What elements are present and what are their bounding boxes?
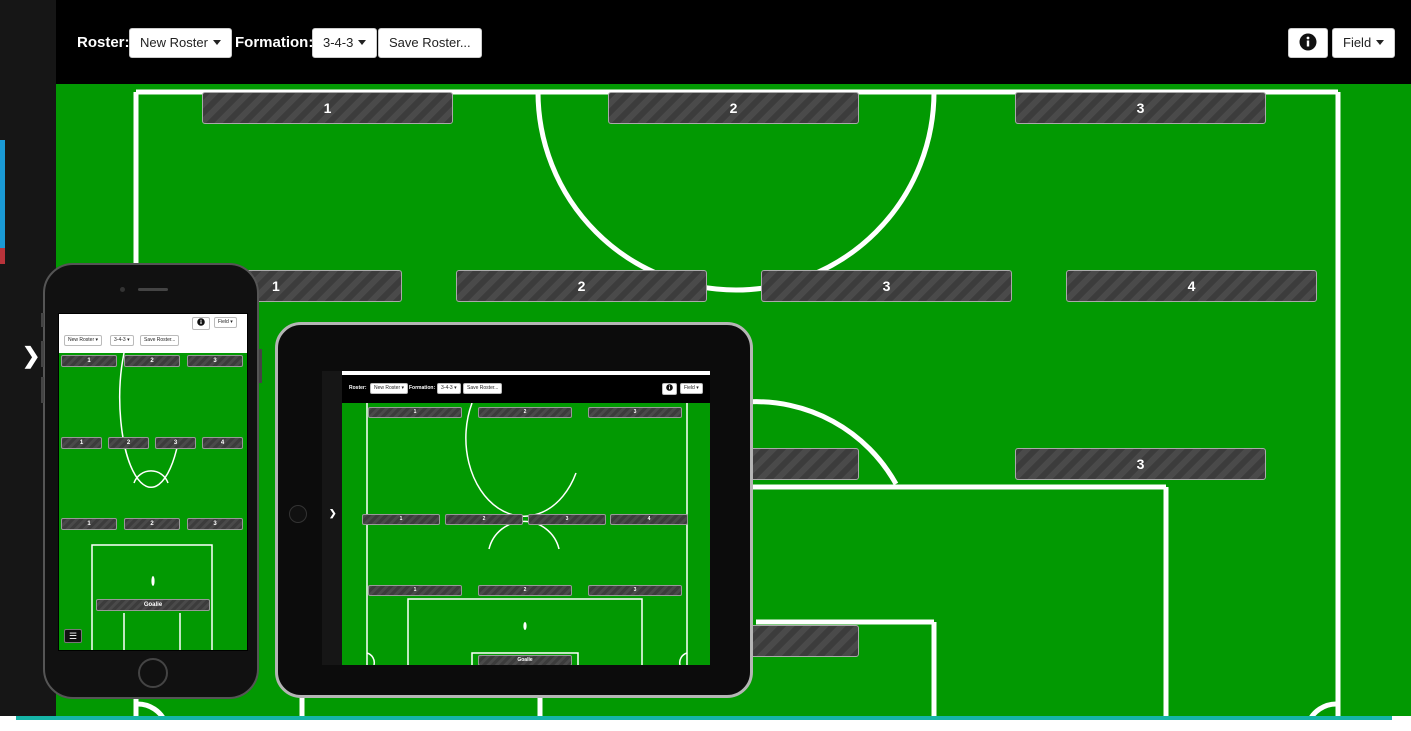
bottom-strip <box>0 716 1411 731</box>
forward-slot[interactable]: 2 <box>478 407 572 418</box>
phone-side-button <box>41 377 44 403</box>
forward-slot[interactable]: 1 <box>202 92 453 124</box>
formation-label: Formation: <box>409 385 436 391</box>
midfielder-slot[interactable]: 1 <box>362 514 440 525</box>
field-dropdown[interactable]: Field ▾ <box>214 317 237 328</box>
pitch-lines <box>366 403 688 665</box>
forward-slot[interactable]: 1 <box>61 355 117 367</box>
defender-slot[interactable]: 3 <box>187 518 243 530</box>
hamburger-menu-icon[interactable]: ☰ <box>64 629 82 643</box>
roster-label: Roster: <box>77 34 130 51</box>
tablet-screen: ❯ Roster: New Roster ▾ Formation: 3-4-3 … <box>322 371 710 665</box>
toolbar: Roster: New Roster Formation: 3-4-3 Save… <box>56 0 1411 84</box>
save-roster-button[interactable]: Save Roster... <box>378 28 482 58</box>
defender-slot[interactable]: 3 <box>588 585 682 596</box>
home-button <box>289 505 307 523</box>
phone-toolbar: Field ▾ New Roster ▾ 3-4-3 ▾ Save Roster… <box>58 313 248 353</box>
defender-slot[interactable]: 1 <box>368 585 462 596</box>
roster-label: Roster: <box>349 385 367 391</box>
midfielder-slot[interactable]: 3 <box>528 514 606 525</box>
caret-down-icon <box>212 40 221 45</box>
formation-dropdown[interactable]: 3-4-3 ▾ <box>110 335 134 346</box>
defender-slot[interactable]: 1 <box>61 518 117 530</box>
roster-dropdown[interactable]: New Roster <box>129 28 232 58</box>
goalie-slot[interactable]: Goalie <box>478 655 572 665</box>
forward-slot[interactable]: 3 <box>187 355 243 367</box>
save-roster-label: Save Roster... <box>144 337 176 343</box>
forward-slot[interactable]: 3 <box>1015 92 1266 124</box>
midfielder-slot[interactable]: 1 <box>61 437 102 449</box>
midfielder-slot[interactable]: 4 <box>202 437 243 449</box>
info-button[interactable] <box>662 383 677 395</box>
formation-dropdown[interactable]: 3-4-3 <box>312 28 378 58</box>
info-button[interactable] <box>192 317 210 330</box>
midfielder-slot[interactable]: 2 <box>108 437 149 449</box>
caret-down-icon <box>1376 40 1385 45</box>
roster-dropdown-label: New Roster <box>68 337 95 343</box>
midfielder-slot[interactable]: 2 <box>445 514 523 525</box>
midfielder-slot[interactable]: 3 <box>761 270 1012 302</box>
formation-dropdown-label: 3-4-3 <box>323 35 354 50</box>
roster-dropdown[interactable]: New Roster ▾ <box>370 383 409 394</box>
goalie-slot[interactable]: Goalie <box>96 599 210 611</box>
formation-dropdown-label: 3-4-3 <box>114 337 126 343</box>
speaker-icon <box>138 288 168 291</box>
phone-side-button <box>41 341 44 367</box>
chevron-right-icon[interactable]: ❯ <box>22 343 41 368</box>
save-roster-label: Save Roster... <box>467 385 499 391</box>
info-icon <box>666 384 673 391</box>
roster-dropdown-label: New Roster <box>140 35 208 50</box>
defender-slot[interactable]: 2 <box>478 585 572 596</box>
info-icon <box>1299 33 1317 51</box>
field-dropdown[interactable]: Field ▾ <box>680 383 703 394</box>
phone-pitch: 1 2 3 1 2 3 4 1 2 3 Goalie ☰ <box>58 353 248 651</box>
formation-dropdown-label: 3-4-3 <box>441 385 453 391</box>
forward-slot[interactable]: 3 <box>588 407 682 418</box>
info-button[interactable] <box>1288 28 1328 58</box>
rail-accent <box>0 248 5 264</box>
camera-icon <box>120 287 125 292</box>
midfielder-slot[interactable]: 4 <box>610 514 688 525</box>
field-dropdown-label: Field <box>684 385 695 391</box>
forward-slot[interactable]: 2 <box>608 92 859 124</box>
field-dropdown-label: Field <box>218 319 229 325</box>
save-roster-button[interactable]: Save Roster... <box>140 335 180 346</box>
roster-dropdown[interactable]: New Roster ▾ <box>64 335 103 346</box>
midfielder-slot[interactable]: 4 <box>1066 270 1317 302</box>
chevron-right-icon[interactable]: ❯ <box>329 508 337 518</box>
info-icon <box>197 318 205 326</box>
phone-side-button <box>41 313 44 327</box>
field-dropdown-label: Field <box>1343 35 1372 50</box>
bottom-accent <box>16 716 1392 720</box>
tablet-mockup: ❯ Roster: New Roster ▾ Formation: 3-4-3 … <box>275 322 753 698</box>
phone-screen: Field ▾ New Roster ▾ 3-4-3 ▾ Save Roster… <box>58 313 248 651</box>
formation-label: Formation: <box>235 34 314 51</box>
home-button <box>138 658 168 688</box>
phone-side-button <box>259 349 262 383</box>
formation-dropdown[interactable]: 3-4-3 ▾ <box>437 383 461 394</box>
save-roster-button[interactable]: Save Roster... <box>463 383 503 394</box>
defender-slot[interactable]: 2 <box>124 518 180 530</box>
roster-dropdown-label: New Roster <box>374 385 401 391</box>
side-rail: ❯ <box>322 371 342 665</box>
midfielder-slot[interactable]: 2 <box>456 270 707 302</box>
save-roster-label: Save Roster... <box>389 35 471 50</box>
pitch-lines <box>91 353 213 651</box>
forward-slot[interactable]: 1 <box>368 407 462 418</box>
field-dropdown[interactable]: Field <box>1332 28 1396 58</box>
tablet-pitch: 1 2 3 1 2 3 4 1 2 3 Goalie <box>342 403 710 665</box>
midfielder-slot[interactable]: 3 <box>155 437 196 449</box>
defender-slot[interactable]: 3 <box>1015 448 1266 480</box>
forward-slot[interactable]: 2 <box>124 355 180 367</box>
phone-mockup: Field ▾ New Roster ▾ 3-4-3 ▾ Save Roster… <box>41 263 262 699</box>
rail-accent <box>0 140 5 248</box>
tablet-toolbar: Roster: New Roster ▾ Formation: 3-4-3 ▾ … <box>342 375 710 403</box>
caret-down-icon <box>358 40 367 45</box>
